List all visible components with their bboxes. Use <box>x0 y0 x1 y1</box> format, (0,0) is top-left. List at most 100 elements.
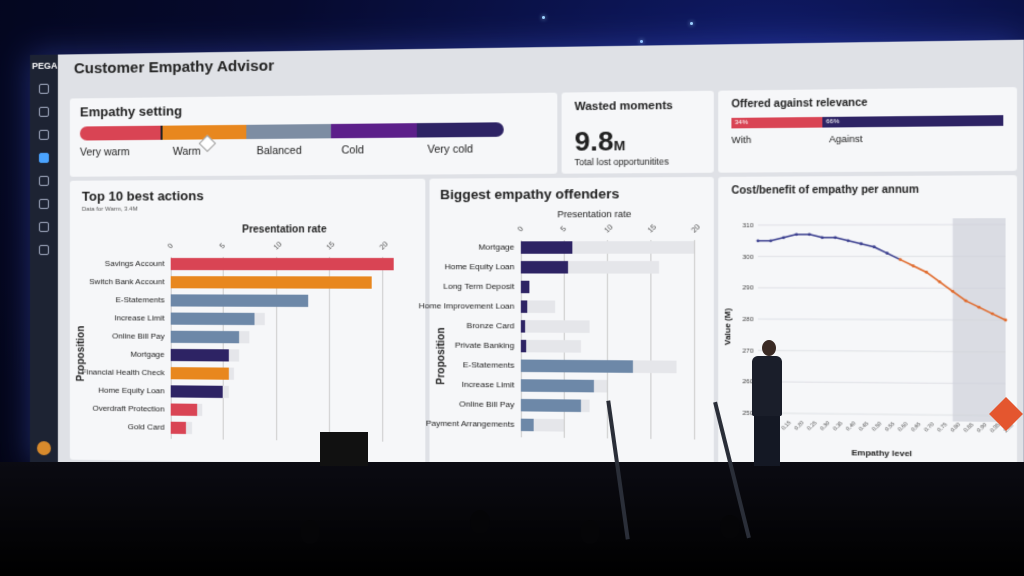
bar[interactable] <box>520 280 530 294</box>
data-point[interactable] <box>885 251 889 255</box>
slider-segment[interactable] <box>79 125 163 141</box>
x-tick-label: 0.50 <box>871 421 884 433</box>
bar[interactable] <box>170 403 197 416</box>
search-icon[interactable] <box>38 83 49 94</box>
y-tick-label: 300 <box>742 254 754 260</box>
bar[interactable] <box>520 261 569 274</box>
bar-row[interactable]: Increase Limit <box>461 378 694 394</box>
with-segment: 34% <box>731 116 823 129</box>
bar-row[interactable]: Online Bill Pay <box>112 330 405 346</box>
data-point[interactable] <box>859 242 863 246</box>
x-tick-label: 0.20 <box>793 420 806 432</box>
bar[interactable] <box>520 339 526 353</box>
empathy-slider[interactable] <box>79 122 504 141</box>
bar[interactable] <box>170 276 372 289</box>
x-tick-label: 0.55 <box>884 421 897 433</box>
bar-label: Online Bill Pay <box>459 399 515 410</box>
offenders-xlabel: Presentation rate <box>557 208 632 220</box>
data-point[interactable] <box>924 270 929 274</box>
x-tick-label: 0.80 <box>949 422 962 434</box>
bar-row[interactable]: E-Statements <box>116 293 405 308</box>
slider-segment[interactable] <box>246 123 332 140</box>
bar-row[interactable]: Home Equity Loan <box>444 260 694 275</box>
data-point[interactable] <box>990 312 994 316</box>
data-point[interactable] <box>833 236 837 240</box>
bar[interactable] <box>170 385 224 398</box>
data-point[interactable] <box>769 239 773 243</box>
grid-icon[interactable] <box>38 221 49 232</box>
data-point[interactable] <box>951 289 955 293</box>
series-line <box>926 272 939 282</box>
series-line <box>874 247 887 253</box>
bar-row[interactable]: Gold Card <box>128 421 405 438</box>
avatar[interactable] <box>36 441 51 456</box>
bar-label: Online Bill Pay <box>112 331 165 341</box>
bar-row[interactable]: Financial Health Check <box>82 366 405 382</box>
bar[interactable] <box>170 367 229 380</box>
series-line <box>900 260 913 266</box>
data-point[interactable] <box>820 236 824 240</box>
x-tick-label: 0.35 <box>832 420 845 432</box>
x-tick-label: 0.40 <box>845 420 858 432</box>
data-point[interactable] <box>937 280 942 284</box>
data-point[interactable] <box>977 305 981 309</box>
data-point[interactable] <box>807 232 811 236</box>
home-icon[interactable] <box>38 129 49 140</box>
dashboard-icon[interactable] <box>38 152 49 163</box>
bar-row[interactable]: Mortgage <box>478 240 695 255</box>
bar-row[interactable]: Private Banking <box>455 339 694 355</box>
slider-level-label: Very cold <box>427 143 474 156</box>
audience-head <box>580 520 600 544</box>
bar[interactable] <box>170 330 239 344</box>
bar[interactable] <box>520 300 528 313</box>
bar[interactable] <box>520 418 534 432</box>
bar-row[interactable]: Savings Account <box>105 257 405 271</box>
against-label: Against <box>829 133 863 145</box>
bar-row[interactable]: Home Equity Loan <box>98 384 405 401</box>
audience-head <box>470 510 490 534</box>
series-line <box>809 234 822 237</box>
bar-row[interactable]: Mortgage <box>130 348 405 364</box>
bar-row[interactable]: Overdraft Protection <box>92 402 405 419</box>
bar[interactable] <box>520 241 573 254</box>
x-tick-label: 15 <box>646 223 659 235</box>
data-point[interactable] <box>756 239 760 243</box>
data-point[interactable] <box>1003 318 1008 322</box>
slider-segment[interactable] <box>416 122 504 138</box>
bar[interactable] <box>170 294 308 307</box>
data-point[interactable] <box>872 245 876 249</box>
bar-row[interactable]: Switch Bank Account <box>89 275 405 290</box>
data-point[interactable] <box>782 236 786 240</box>
bar-row[interactable]: Payment Arrangements <box>426 418 694 435</box>
bar[interactable] <box>170 257 394 271</box>
projection-screen: PEGA Customer Empathy Advisor Empathy se… <box>30 39 1024 481</box>
x-tick-label: 0.70 <box>923 421 936 433</box>
x-tick-label: 0.90 <box>976 422 989 434</box>
data-point[interactable] <box>898 258 902 262</box>
bar[interactable] <box>170 421 187 435</box>
users-icon[interactable] <box>38 175 49 186</box>
data-point[interactable] <box>964 299 968 303</box>
bar[interactable] <box>520 359 633 373</box>
plus-icon[interactable] <box>38 106 49 117</box>
bar-label: Financial Health Check <box>81 367 165 378</box>
bar-row[interactable]: Long Term Deposit <box>443 280 694 295</box>
bar[interactable] <box>520 398 581 413</box>
bar-row[interactable]: Bronze Card <box>467 319 694 334</box>
bar-row[interactable]: Increase Limit <box>114 312 405 327</box>
bar[interactable] <box>520 379 594 393</box>
bar[interactable] <box>520 320 526 333</box>
bar-row[interactable]: Home Improvement Loan <box>419 299 694 314</box>
bar-row[interactable]: E-Statements <box>463 359 694 375</box>
data-point[interactable] <box>794 232 799 236</box>
bar[interactable] <box>170 348 229 362</box>
top-actions-subtitle: Data for Warm, 3.4M <box>81 206 138 213</box>
x-tick-label: 0 <box>516 225 525 234</box>
slider-segment[interactable] <box>331 123 417 139</box>
data-point[interactable] <box>846 239 850 243</box>
flask-icon[interactable] <box>38 198 49 209</box>
stage-light <box>690 22 693 25</box>
data-point[interactable] <box>911 264 915 268</box>
chart-icon[interactable] <box>38 244 49 255</box>
bar[interactable] <box>170 312 255 326</box>
